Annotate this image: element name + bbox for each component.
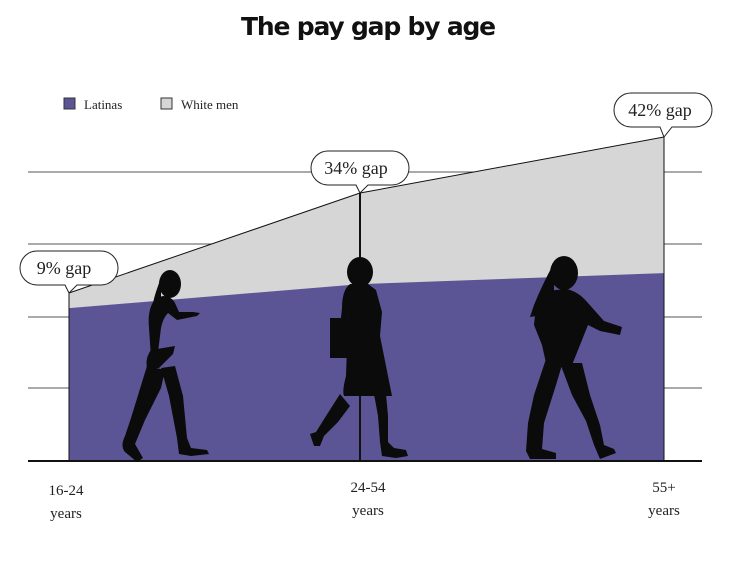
silhouette-woman-walking-icon: [526, 256, 622, 459]
x-tick-label-1: 16-24 years: [49, 483, 84, 522]
white-men-line: [68, 192, 361, 294]
chart-title: The pay gap by age: [241, 12, 495, 41]
gap-callout-label-2: 34% gap: [324, 158, 387, 178]
silhouettes: [122, 256, 622, 462]
gap-callout-bubble-2: [310, 150, 410, 194]
x-tick-label-2: 24-54 years: [351, 480, 386, 519]
x-axis-labels: 16-24 years 24-54 years 55+ years: [49, 480, 680, 522]
gap-callout-label-1: 9% gap: [37, 258, 91, 278]
gap-callout-label-3: 42% gap: [628, 100, 691, 120]
legend-item-latinas: Latinas: [63, 97, 122, 112]
gap-callout-2: 34% gap: [310, 150, 410, 194]
gap-callout-1: 9% gap: [19, 250, 119, 294]
silhouette-woman-phone-icon: [122, 270, 209, 462]
white-men-line-segment-2: [359, 136, 665, 194]
gap-callout-3: 42% gap: [613, 92, 713, 138]
legend-swatch-latinas: [63, 97, 76, 110]
x-tick-label-3: 55+ years: [648, 480, 680, 519]
legend-label-latinas: Latinas: [84, 97, 122, 112]
legend: Latinas White men: [63, 97, 239, 112]
gap-callout-bubble-1: [19, 250, 119, 294]
silhouette-woman-bag-icon: [310, 257, 408, 458]
gap-callouts: 9% gap 34% gap 42% gap: [19, 92, 713, 294]
legend-label-white-men: White men: [181, 97, 239, 112]
gap-callout-bubble-3: [613, 92, 713, 138]
legend-item-white-men: White men: [160, 97, 239, 112]
legend-swatch-white-men: [160, 97, 173, 110]
